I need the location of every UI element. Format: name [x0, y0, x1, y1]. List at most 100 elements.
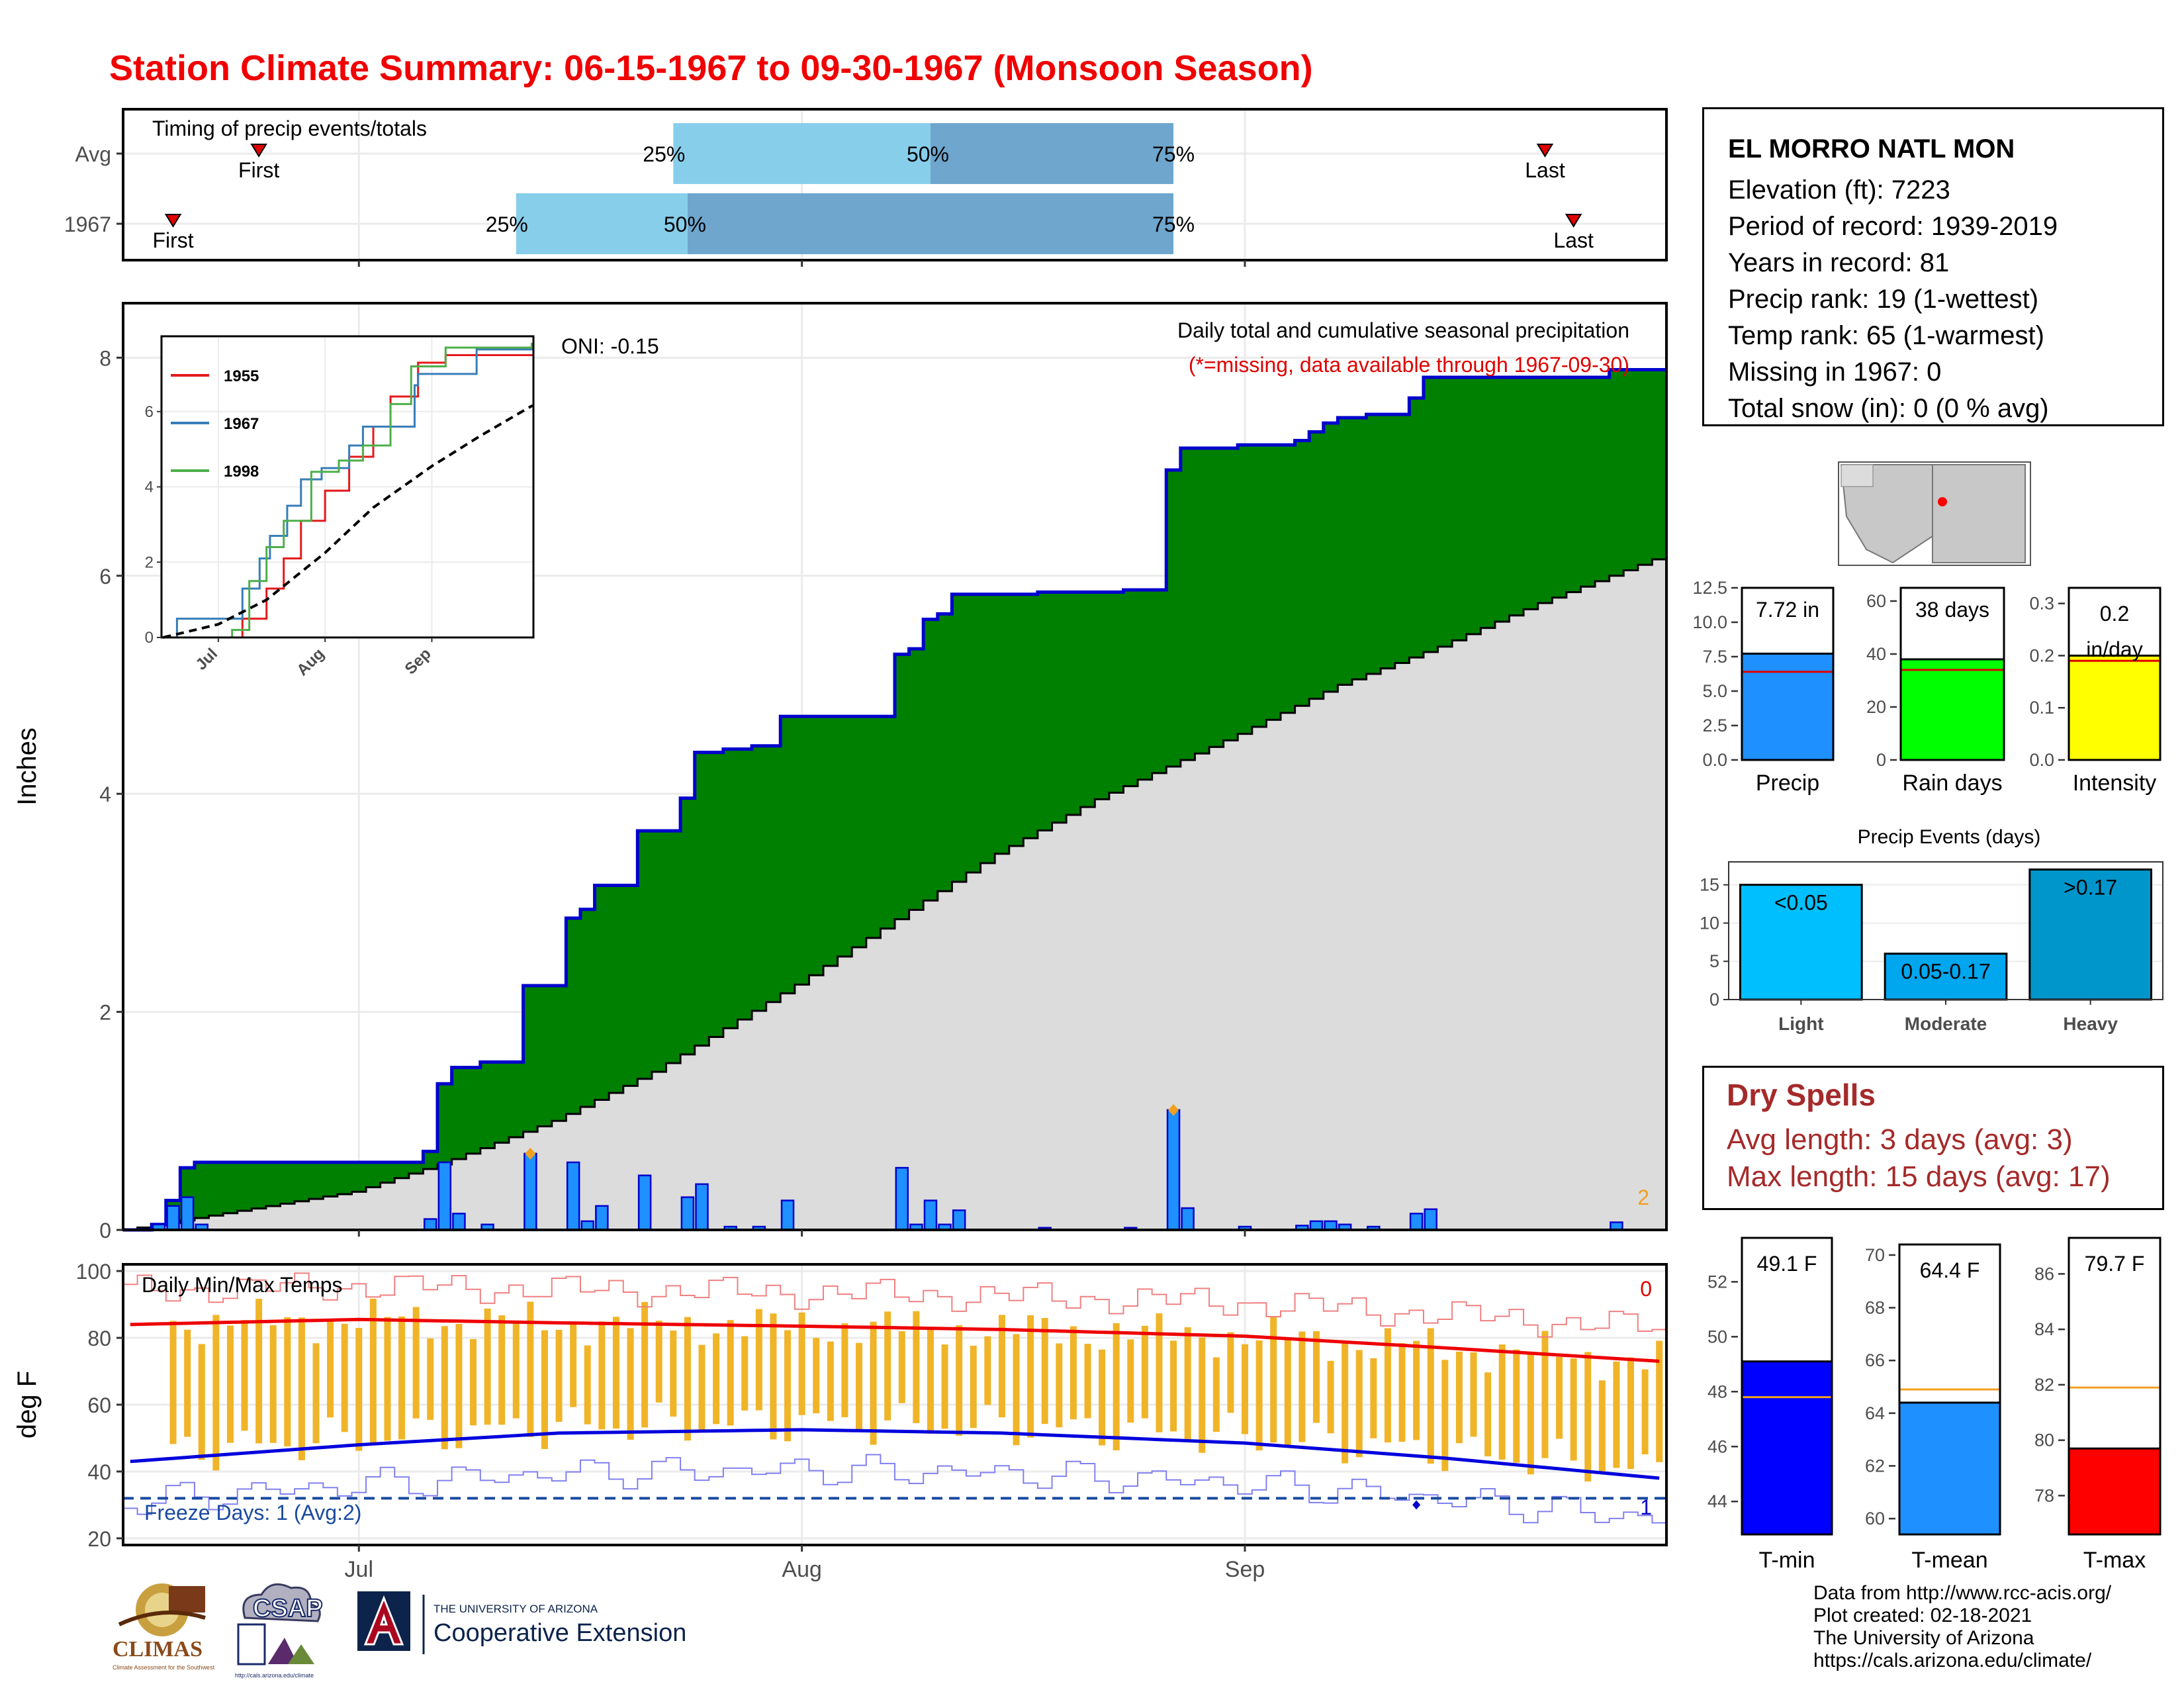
daily-precip-bar — [180, 1196, 195, 1231]
daily-temp-bar — [1312, 1331, 1320, 1423]
summary-category-label: Intensity — [2073, 771, 2157, 796]
daily-temp-bar — [1342, 1342, 1349, 1464]
events-bar — [1739, 884, 1863, 1001]
daily-temp-bar — [1113, 1323, 1120, 1450]
summary-category-label: Rain days — [1902, 771, 2002, 796]
daily-temp-bar — [570, 1321, 577, 1407]
ua-line2: Cooperative Extension — [433, 1619, 686, 1647]
temp-summary-y-tick-label: 78 — [2034, 1485, 2054, 1505]
daily-temp-bar — [698, 1344, 705, 1432]
daily-temp-bar — [255, 1299, 263, 1444]
last-label: Last — [1553, 228, 1594, 252]
main-title: Daily total and cumulative seasonal prec… — [1177, 318, 1629, 342]
events-bar — [1884, 953, 2008, 1001]
daily-precip-bar — [166, 1205, 180, 1231]
record-low-count: 1 — [1640, 1495, 1652, 1519]
daily-temp-bar — [1641, 1369, 1649, 1455]
daily-temp-bar — [1170, 1340, 1177, 1432]
daily-temp-bar — [784, 1330, 792, 1442]
daily-temp-bar — [455, 1323, 463, 1448]
map-state-new-mexico — [1932, 464, 2026, 563]
daily-temp-bar — [1298, 1331, 1306, 1442]
daily-temp-bar — [1242, 1344, 1249, 1434]
daily-temp-bar — [713, 1333, 720, 1425]
daily-temp-bar — [727, 1320, 734, 1426]
daily-temp-bar — [927, 1327, 934, 1434]
daily-temp-bar — [827, 1341, 834, 1421]
inset-legend-label: 1955 — [224, 367, 259, 385]
inset-legend-label: 1967 — [224, 415, 259, 433]
summary-y-tick-label: 0 — [1876, 750, 1886, 770]
daily-temp-bar — [341, 1323, 348, 1432]
inset-y-tick-label: 0 — [145, 629, 154, 647]
summary-y-tick-label: 0.0 — [1702, 750, 1727, 770]
events-y-tick-label: 15 — [1700, 875, 1719, 895]
csap-logo: CSAP http://cals.arizona.edu/climate — [235, 1583, 324, 1679]
daily-precip-bar — [566, 1161, 580, 1231]
temp-summary-bar — [2068, 1447, 2161, 1536]
daily-temp-bar — [212, 1315, 220, 1471]
temp-summary-category-label: T-min — [1759, 1548, 1815, 1573]
summary-y-tick-label: 60 — [1866, 591, 1886, 611]
daily-precip-bar — [595, 1205, 609, 1231]
daily-temp-bar — [1398, 1342, 1406, 1442]
daily-precip-bar — [695, 1183, 709, 1231]
station-elevation: Elevation (ft): 7223 — [1728, 175, 1950, 205]
daily-precip-bar — [1409, 1213, 1424, 1231]
daily-temp-bar — [1513, 1349, 1520, 1463]
x-tick-label: Aug — [782, 1557, 822, 1582]
daily-temp-bar — [1498, 1344, 1506, 1460]
daily-temp-bar — [1013, 1334, 1020, 1446]
daily-temp-bar — [169, 1321, 177, 1444]
temp-summary-bar — [1741, 1360, 1833, 1536]
summary-y-tick-label: 10.0 — [1692, 612, 1727, 632]
daily-temp-bar — [1627, 1357, 1635, 1470]
daily-temp-bar — [770, 1313, 777, 1440]
daily-temp-bar — [813, 1338, 820, 1413]
events-category-label: Heavy — [2063, 1013, 2118, 1034]
daily-temp-bar — [856, 1342, 863, 1432]
temp-summary-y-tick-label: 82 — [2034, 1375, 2054, 1395]
daily-temp-bar — [241, 1320, 248, 1431]
daily-temp-bar — [984, 1336, 991, 1405]
daily-precip-bar — [780, 1199, 795, 1231]
daily-temp-bar — [1069, 1326, 1077, 1420]
inset-series-line — [163, 346, 533, 639]
daily-temp-bar — [355, 1328, 363, 1451]
daily-temp-bar — [1255, 1340, 1263, 1451]
daily-temp-bar — [884, 1311, 891, 1421]
daily-temp-bar — [198, 1344, 205, 1460]
dry-spells-max: Max length: 15 days (avg: 17) — [1727, 1160, 2111, 1193]
precip-events-panel: Precip Events (days) <0.05 Light 0.05-0.17 M… — [1700, 826, 2163, 1034]
inset-legend-label: 1998 — [224, 463, 259, 481]
daily-precip-bar — [452, 1213, 466, 1231]
daily-temp-bar — [269, 1325, 277, 1443]
daily-temp-bar — [398, 1316, 406, 1440]
temp-summary-y-tick-label: 86 — [2034, 1264, 2054, 1284]
inset-y-tick-label: 6 — [145, 403, 154, 421]
temp-summary-y-tick-label: 66 — [1865, 1350, 1885, 1370]
logo-strip: CLIMAS Climate Assessment for the Southw… — [113, 1583, 686, 1679]
daily-temp-bar — [898, 1331, 905, 1403]
credit-line: Data from http://www.rcc-acis.org/ — [1813, 1582, 2112, 1604]
daily-precip-bar — [680, 1196, 695, 1231]
quartile-label: 75% — [1152, 142, 1195, 166]
daily-temp-bar — [1413, 1340, 1420, 1440]
temp-summary-category-label: T-mean — [1911, 1548, 1987, 1573]
summary-y-tick-label: 40 — [1866, 644, 1886, 664]
y-tick-label: 8 — [99, 346, 111, 370]
dry-spells-avg: Avg length: 3 days (avg: 3) — [1727, 1123, 2073, 1156]
panel-border — [122, 108, 1668, 261]
csap-url: http://cals.arizona.edu/climate — [235, 1672, 314, 1679]
events-border — [1728, 861, 2163, 1000]
daily-precip-bar — [895, 1166, 909, 1231]
daily-temp-bar — [1370, 1358, 1377, 1438]
summary-y-tick-label: 2.5 — [1702, 716, 1727, 735]
average-cumulative-area — [123, 558, 1668, 1231]
csap-text: CSAP — [253, 1595, 323, 1622]
daily-temp-bar — [1613, 1361, 1620, 1468]
y-axis-label: deg F — [13, 1371, 42, 1438]
daily-temp-bar — [941, 1344, 948, 1429]
quartile-label: 50% — [664, 212, 706, 236]
